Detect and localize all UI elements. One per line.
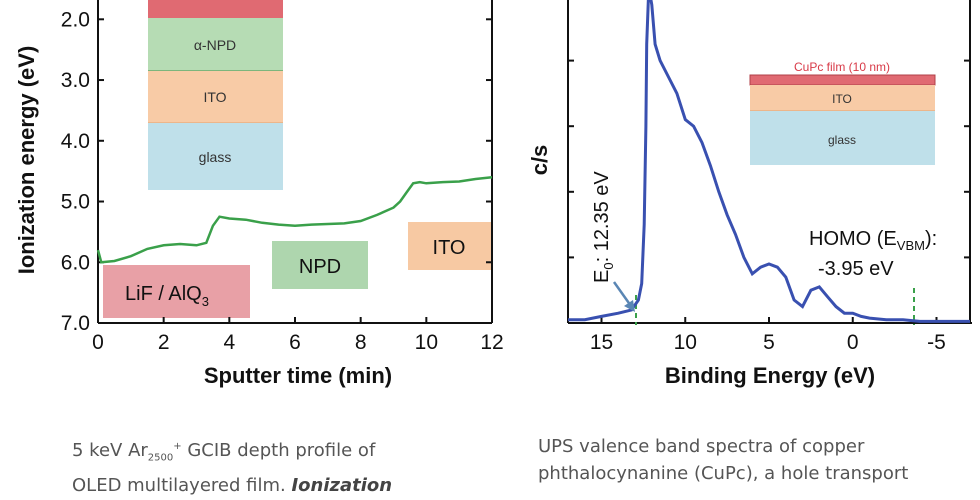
- right-x-tick-label: 15: [590, 331, 613, 354]
- left-x-tick-label: 2: [158, 331, 170, 354]
- left-y-tick-label: 3.0: [61, 69, 90, 92]
- left-y-axis-title: Ionization energy (eV): [14, 46, 39, 275]
- inset-layer-ito: [148, 71, 283, 123]
- region-label-lif: LiF / AlQ3: [125, 283, 209, 309]
- right-chart: CuPc film (10 nm) ITO glass 15 10 5 0 -5 E0:…: [527, 0, 972, 388]
- left-x-tick-label: 8: [355, 331, 367, 354]
- left-y-tick-label: 7.0: [61, 312, 90, 335]
- left-x-tick-label: 10: [415, 331, 438, 354]
- right-inset-layer-ito: [750, 85, 935, 111]
- left-x-tick-label: 4: [223, 331, 235, 354]
- right-inset-label-glass: glass: [828, 133, 856, 147]
- right-caption-line2: phthalocynanine (CuPc), a hole transport: [538, 463, 909, 484]
- homo-value: -3.95 eV: [818, 258, 894, 280]
- left-y-tick-label: 5.0: [61, 191, 90, 214]
- right-inset-layer-cupc: [749, 74, 936, 86]
- left-x-axis-title: Sputter time (min): [204, 363, 392, 388]
- right-inset-layer-glass: [750, 111, 935, 165]
- right-x-tick-label: 5: [763, 331, 775, 354]
- right-y-axis-title: c/s: [527, 145, 552, 176]
- region-label-ito: ITO: [433, 237, 466, 259]
- region-label-npd: NPD: [299, 256, 341, 278]
- e0-arrow: [612, 281, 633, 307]
- left-chart: α-NPD ITO glass LiF / AlQ3 NPD ITO 0 2 4 6 8…: [14, 0, 504, 388]
- region-box-lif: [103, 265, 250, 318]
- left-y-tick-label: 2.0: [61, 8, 90, 31]
- right-x-tick-label: -5: [927, 331, 946, 354]
- right-series-line: [568, 0, 970, 323]
- inset-layer-glass: [148, 123, 283, 190]
- region-box-ito: [408, 222, 491, 270]
- homo-annotation: HOMO (EVBM):: [809, 228, 937, 253]
- region-box-npd: [272, 241, 368, 289]
- left-y-tick-label: 4.0: [61, 130, 90, 153]
- inset-layer-npd: [148, 18, 283, 71]
- left-ticks: 0 2 4 6 8 10 12 2.0 3.0 4.0 5.0 6.0 7.0: [61, 8, 504, 354]
- inset-label-ito: ITO: [203, 89, 226, 105]
- right-inset-label-ito: ITO: [832, 92, 852, 106]
- right-x-tick-label: 10: [674, 331, 697, 354]
- left-caption: 5 keV Ar2500+ GCIB depth profile of OLED…: [72, 433, 392, 499]
- inset-label-glass: glass: [199, 149, 232, 165]
- inset-layer-top: [148, 0, 283, 18]
- right-ticks: 15 10 5 0 -5: [568, 59, 970, 354]
- left-y-tick-label: 6.0: [61, 251, 90, 274]
- right-caption-line1: UPS valence band spectra of copper: [538, 436, 865, 457]
- left-caption-line1: 5 keV Ar2500+ GCIB depth profile of: [72, 440, 376, 464]
- e0-arrow-head: [624, 300, 635, 312]
- right-x-tick-label: 0: [847, 331, 859, 354]
- left-x-tick-label: 0: [92, 331, 104, 354]
- left-x-tick-label: 12: [480, 331, 503, 354]
- left-series-line: [96, 175, 493, 264]
- right-caption: UPS valence band spectra of copper phtha…: [538, 433, 908, 487]
- e0-annotation: E0: 12.35 eV: [591, 171, 616, 283]
- right-inset-label-cupc: CuPc film (10 nm): [794, 60, 890, 74]
- inset-label-npd: α-NPD: [194, 37, 236, 53]
- right-x-axis-title: Binding Energy (eV): [665, 363, 875, 388]
- left-x-tick-label: 6: [289, 331, 301, 354]
- left-caption-line2: OLED multilayered film. Ionization: [72, 474, 393, 496]
